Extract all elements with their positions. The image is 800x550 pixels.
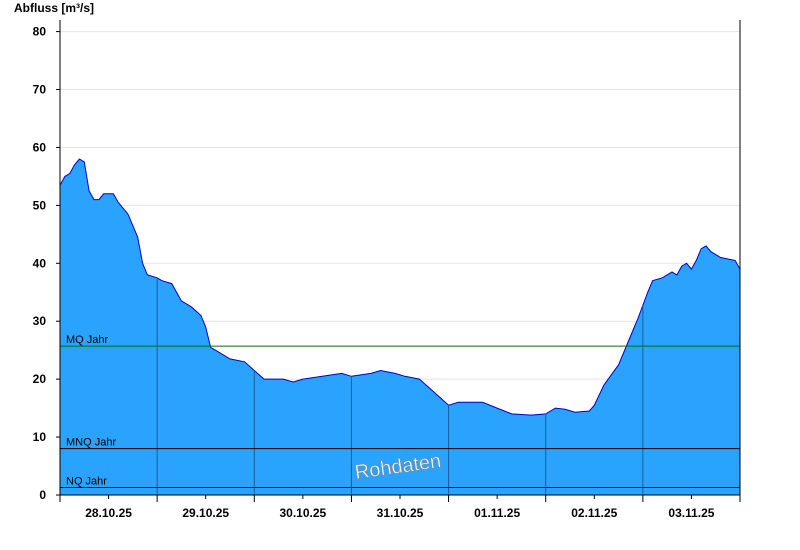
y-tick-label: 50 [33,198,47,212]
x-tick-label: 29.10.25 [182,506,229,520]
x-tick-label: 31.10.25 [377,506,424,520]
chart-title: Abfluss [m³/s] [14,1,94,15]
y-tick-label: 60 [33,140,47,154]
x-tick-label: 03.11.25 [668,506,714,520]
x-tick-label: 02.11.25 [571,506,617,520]
reference-line-label: MQ Jahr [66,334,109,346]
y-tick-label: 80 [33,25,47,39]
discharge-line [59,158,741,416]
y-tick-label: 30 [33,314,47,328]
day-divider-layer [156,277,644,495]
reference-line-label: MNQ Jahr [66,437,116,449]
y-tick-label: 20 [33,372,47,386]
y-tick-label: 10 [33,430,47,444]
x-tick-label: 30.10.25 [279,506,326,520]
y-tick-label: 70 [33,83,47,97]
area-layer [59,158,741,495]
x-tick-label: 28.10.25 [85,506,132,520]
y-tick-label: 0 [39,488,46,502]
reference-line-label: NQ Jahr [66,475,107,487]
y-tick-label: 40 [33,256,47,270]
reference-line-layer: MQ Jahr MNQ Jahr NQ Jahr [60,334,740,488]
axis-layer: 0 10 20 30 40 50 60 70 80 28.10.25 29.10.25 30.10.2… [33,20,741,520]
discharge-area [60,159,740,495]
x-tick-label: 01.11.25 [474,506,520,520]
